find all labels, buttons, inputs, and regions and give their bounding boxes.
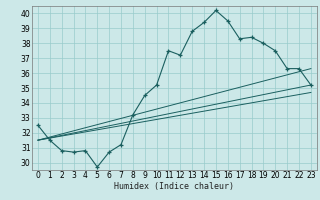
Point <box>190 30 195 33</box>
Point <box>166 49 171 52</box>
Point <box>249 36 254 39</box>
Point <box>59 149 64 152</box>
Point <box>83 149 88 152</box>
Point <box>237 37 242 40</box>
Point <box>261 42 266 45</box>
Point <box>273 49 278 52</box>
Point <box>225 19 230 23</box>
Point <box>47 139 52 142</box>
Point <box>213 9 219 12</box>
X-axis label: Humidex (Indice chaleur): Humidex (Indice chaleur) <box>115 182 234 191</box>
Point <box>202 21 207 24</box>
Point <box>296 67 301 70</box>
Point <box>308 83 313 87</box>
Point <box>36 124 41 127</box>
Point <box>154 83 159 87</box>
Point <box>178 54 183 57</box>
Point <box>284 67 290 70</box>
Point <box>142 94 147 97</box>
Point <box>118 143 124 146</box>
Point <box>107 151 112 154</box>
Point <box>130 113 135 116</box>
Point <box>95 165 100 169</box>
Point <box>71 151 76 154</box>
